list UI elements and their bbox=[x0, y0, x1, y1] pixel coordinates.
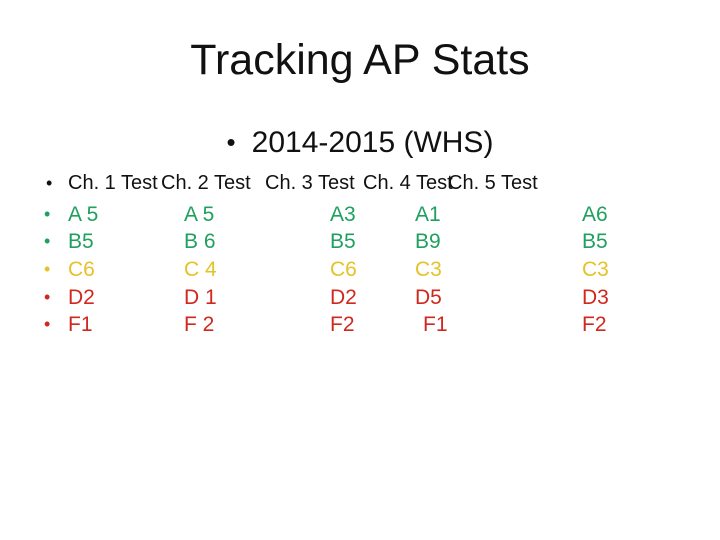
table-header-row: • Ch. 1 Test Ch. 2 Test Ch. 3 Test Ch. 4… bbox=[0, 172, 720, 198]
grade-cell: D2 bbox=[330, 286, 357, 309]
table-row-grade-a: • A 5 A 5 A3 A1 A6 bbox=[0, 203, 720, 229]
grade-cell: A6 bbox=[582, 203, 608, 226]
grade-cell: C6 bbox=[68, 258, 95, 281]
page-title: Tracking AP Stats bbox=[190, 36, 530, 84]
grade-cell: F 2 bbox=[184, 313, 215, 336]
grade-cell: B9 bbox=[415, 230, 441, 253]
column-header-ch5-test: Ch. 5 Test bbox=[448, 172, 538, 194]
grade-cell: F1 bbox=[423, 313, 448, 336]
table-row-grade-c: • C6 C 4 C6 C3 C3 bbox=[0, 258, 720, 284]
column-header-ch1-test: Ch. 1 Test bbox=[68, 172, 158, 194]
grade-cell: F1 bbox=[68, 313, 93, 336]
subtitle-text: 2014-2015 (WHS) bbox=[251, 126, 494, 159]
bullet-icon: • bbox=[44, 204, 51, 224]
column-header-ch3-test: Ch. 3 Test bbox=[265, 172, 355, 194]
column-header-ch4-test: Ch. 4 Test bbox=[363, 172, 453, 194]
grade-cell: D3 bbox=[582, 286, 609, 309]
grade-cell: D 1 bbox=[184, 286, 217, 309]
table-row-grade-b: • B5 B 6 B5 B9 B5 bbox=[0, 230, 720, 256]
grade-cell: A1 bbox=[415, 203, 441, 226]
grade-cell: C 4 bbox=[184, 258, 217, 281]
grade-cell: A3 bbox=[330, 203, 356, 226]
bullet-icon: • bbox=[44, 287, 51, 307]
column-header-ch2-test: Ch. 2 Test bbox=[161, 172, 251, 194]
grade-cell: C3 bbox=[582, 258, 609, 281]
bullet-icon: • bbox=[226, 127, 236, 157]
grade-cell: F2 bbox=[582, 313, 607, 336]
grade-cell: C6 bbox=[330, 258, 357, 281]
slide-subtitle: • 2014-2015 (WHS) bbox=[0, 126, 720, 161]
grade-cell: F2 bbox=[330, 313, 355, 336]
bullet-icon: • bbox=[44, 231, 51, 251]
grade-cell: D5 bbox=[415, 286, 442, 309]
table-row-grade-f: • F1 F 2 F2 F1 F2 bbox=[0, 313, 720, 339]
bullet-icon: • bbox=[46, 173, 53, 193]
table-row-grade-d: • D2 D 1 D2 D5 D3 bbox=[0, 286, 720, 312]
grade-cell: C3 bbox=[415, 258, 442, 281]
grade-cell: B5 bbox=[582, 230, 608, 253]
bullet-icon: • bbox=[44, 314, 51, 334]
grade-cell: A 5 bbox=[68, 203, 99, 226]
grade-cell: B 6 bbox=[184, 230, 216, 253]
bullet-icon: • bbox=[44, 259, 51, 279]
grade-cell: B5 bbox=[330, 230, 356, 253]
grade-cell: D2 bbox=[68, 286, 95, 309]
grade-cell: A 5 bbox=[184, 203, 215, 226]
grade-cell: B5 bbox=[68, 230, 94, 253]
